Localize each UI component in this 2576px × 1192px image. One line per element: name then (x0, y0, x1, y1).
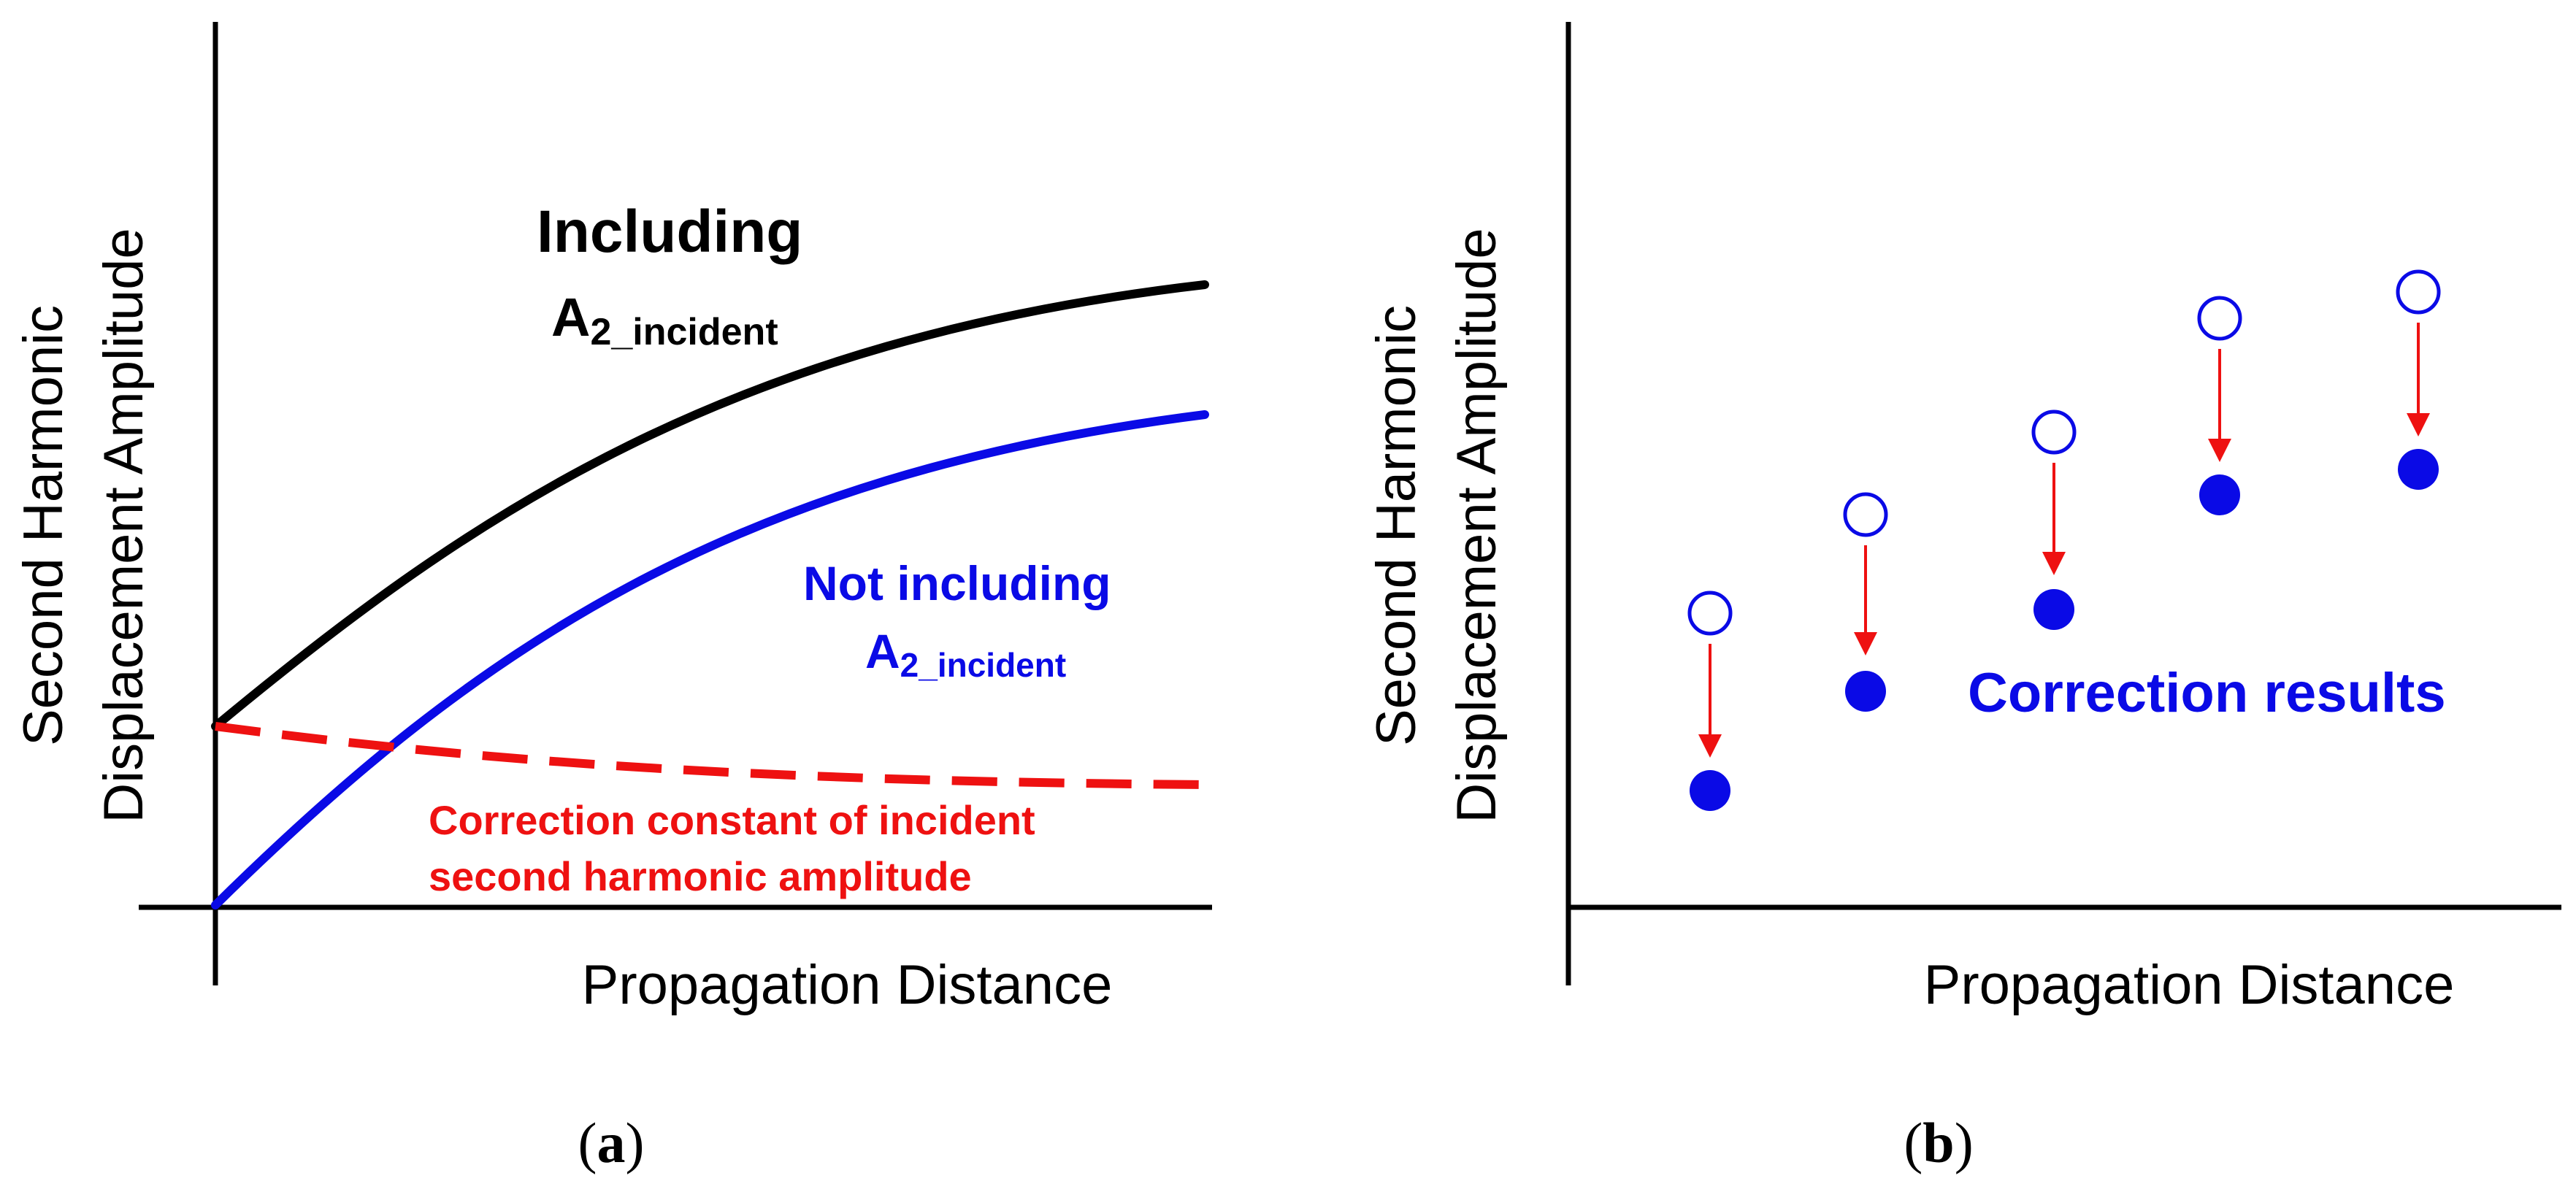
uncorrected-point (2031, 409, 2077, 455)
panel-a-y-axis-title-line2: Displacement Amplitude (93, 228, 155, 823)
corrected-point (2033, 589, 2074, 630)
corrected-point (2398, 449, 2439, 490)
panel-b-pair-3 (2031, 409, 2077, 630)
panel-a-correction-curve (215, 722, 1205, 789)
panel-b-pair-5 (2396, 269, 2441, 490)
corrected-point (2199, 474, 2240, 515)
panel-a-y-axis-title-line1: Second Harmonic (12, 305, 74, 746)
panel-b-y-axis-title-line2: Displacement Amplitude (1446, 228, 1508, 823)
corrected-point (1690, 770, 1730, 811)
panel-b: Second Harmonic Displacement Amplitude P… (1365, 22, 2561, 1174)
panel-a: Second Harmonic Displacement Amplitude P… (12, 22, 1212, 1174)
panel-a-curve-not-including (211, 410, 1209, 910)
panel-b-x-axis-title: Propagation Distance (1924, 954, 2455, 1016)
uncorrected-point (2396, 269, 2441, 315)
panel-b-pair-1 (1687, 591, 1733, 811)
panel-a-including-label: Including (537, 199, 802, 265)
panel-a-caption: (a) (578, 1111, 645, 1174)
panel-b-correction-results-label: Correction results (1968, 662, 2446, 724)
panel-a-correction-label-line1: Correction constant of incident (429, 797, 1035, 843)
panel-b-pair-4 (2197, 296, 2242, 515)
uncorrected-point (2197, 296, 2242, 341)
panel-b-y-axis-title-line1: Second Harmonic (1365, 305, 1427, 746)
corrected-point (1845, 671, 1886, 712)
panel-a-curve-including (211, 280, 1209, 731)
panel-a-including-symbol: A2_incident (551, 287, 778, 353)
panel-a-not-including-label: Not including (803, 556, 1111, 610)
panel-b-pair-2 (1843, 492, 1888, 712)
panel-b-caption: (b) (1904, 1111, 1973, 1174)
panel-a-x-axis-title: Propagation Distance (582, 954, 1113, 1016)
uncorrected-point (1687, 591, 1733, 636)
panel-a-correction-label-line2: second harmonic amplitude (429, 853, 972, 899)
panel-a-not-including-symbol: A2_incident (865, 624, 1066, 684)
uncorrected-point (1843, 492, 1888, 537)
